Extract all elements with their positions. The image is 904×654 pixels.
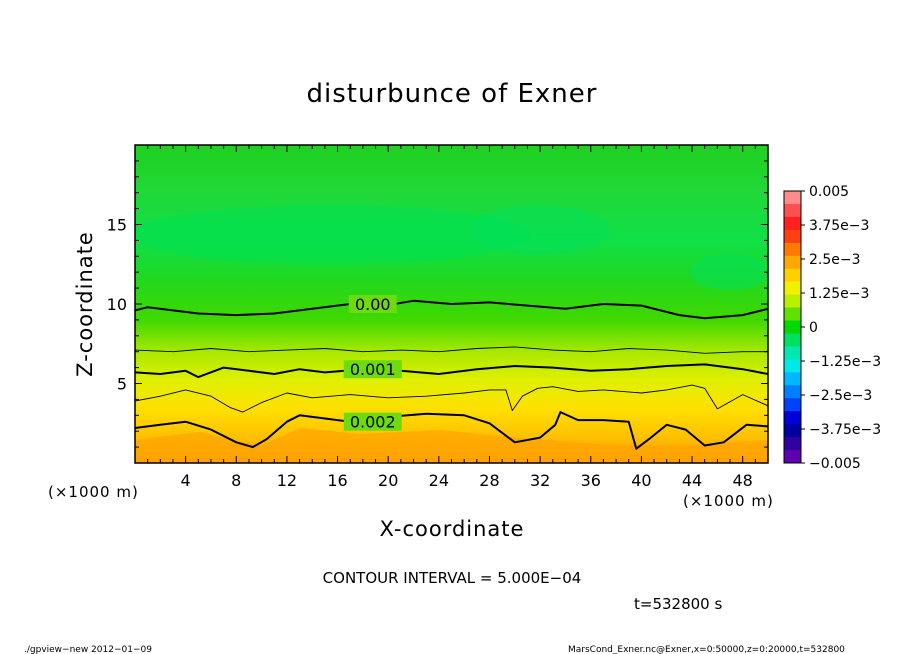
x-unit-right: (×1000 m) [683, 492, 774, 510]
contour-line [135, 384, 768, 413]
y-axis: 5 10 15 [107, 160, 768, 448]
contour-label-bg [343, 360, 402, 379]
x-tick-label: 20 [378, 471, 398, 490]
colorbar-swatch [784, 424, 801, 438]
colorbar-swatch [784, 346, 801, 360]
colorbar-swatch [784, 242, 801, 257]
source-info: MarsCond_Exner.nc@Exner,x=0:50000,z=0:20… [568, 645, 845, 654]
colorbar-swatch [784, 191, 801, 205]
colorbar-label: 1.25e−3 [809, 286, 869, 302]
field-shading [135, 205, 768, 463]
x-axis-label: X-coordinate [380, 517, 525, 541]
colorbar-swatch [784, 359, 801, 373]
colorbar-swatch [784, 203, 801, 218]
colorbar-label: 2.5e−3 [809, 252, 861, 268]
x-tick-label: 48 [733, 471, 753, 490]
x-tick-label: 12 [277, 471, 297, 490]
colorbar-swatch [784, 229, 801, 244]
x-tick-label: 32 [530, 471, 550, 490]
colorbar: 0.005 3.75e−3 2.5e−3 1.25e−3 0 −1.25e−3 −2.5e−… [783, 184, 881, 472]
contour-label-layer: 0.00 0.001 0.002 [343, 295, 402, 432]
colorbar-label: −1.25e−3 [809, 354, 881, 370]
field-patch [470, 205, 610, 255]
colorbar-label: 3.75e−3 [809, 218, 869, 234]
contour-label: 0.002 [350, 413, 396, 432]
colorbar-swatch [784, 320, 801, 334]
colorbar-swatch [784, 372, 801, 386]
field-patch [135, 205, 530, 265]
contour-label: 0.001 [350, 360, 396, 379]
colorbar-swatch [784, 411, 801, 425]
contour-label-bg [343, 412, 402, 431]
x-tick-label: 16 [327, 471, 347, 490]
colorbar-swatch [784, 450, 801, 464]
x-tick-label: 44 [682, 471, 702, 490]
x-tick-label: 36 [581, 471, 601, 490]
x-tick-label: 40 [631, 471, 651, 490]
contour-line [135, 411, 768, 450]
x-tick-label: 4 [181, 471, 191, 490]
program-info: ./gpview−new 2012−01−09 [24, 645, 152, 654]
contour-interval: CONTOUR INTERVAL = 5.000E−04 [323, 569, 582, 587]
contour-label-bg [348, 295, 397, 313]
contour-line [135, 346, 768, 354]
y-tick-label: 15 [107, 216, 127, 235]
colorbar-swatch [784, 216, 801, 231]
y-tick-label: 10 [107, 295, 127, 314]
field-patch-warm [135, 428, 768, 463]
colorbar-swatch [784, 268, 801, 283]
x-unit-left: (×1000 m) [48, 483, 139, 501]
colorbar-swatch [784, 255, 801, 270]
y-axis-label: Z-coordinate [73, 231, 97, 377]
colorbar-label: 0.005 [809, 184, 849, 200]
colorbar-swatch [784, 385, 801, 399]
colorbar-label: 0 [809, 320, 818, 336]
x-axis: 4 8 12 16 20 24 28 32 36 40 44 48 [147, 145, 756, 490]
colorbar-swatch [784, 437, 801, 451]
x-tick-label: 28 [479, 471, 499, 490]
field-patch [690, 254, 768, 290]
chart-title: disturbunce of Exner [307, 79, 598, 109]
colorbar-swatch [784, 398, 801, 412]
contour-line [135, 299, 768, 320]
time-label: t=532800 s [634, 595, 722, 613]
colorbar-label: −0.005 [809, 456, 861, 472]
x-tick-label: 24 [429, 471, 449, 490]
colorbar-label: −3.75e−3 [809, 422, 881, 438]
colorbar-swatch [784, 281, 801, 296]
colorbar-swatch [784, 333, 801, 347]
x-tick-label: 8 [231, 471, 241, 490]
y-tick-label: 5 [117, 375, 127, 394]
colorbar-swatch [784, 307, 801, 322]
plot-area: 0.00 0.001 0.002 [134, 144, 769, 464]
contour-label: 0.00 [355, 295, 391, 314]
colorbar-swatch [784, 294, 801, 309]
colorbar-label: −2.5e−3 [809, 388, 872, 404]
